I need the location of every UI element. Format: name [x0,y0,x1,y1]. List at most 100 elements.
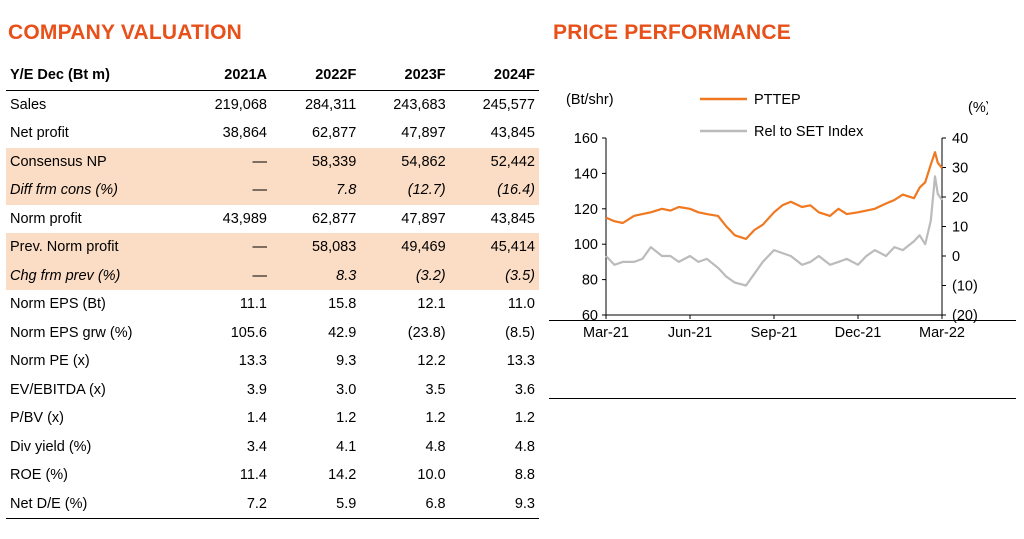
row-value: 11.0 [507,296,535,313]
section-divider [549,398,1016,399]
row-value: 3.4 [246,438,267,455]
valuation-table: Y/E Dec (Bt m) 2021A 2022F 2023F 2024F S… [6,61,539,519]
table-row: Net profit 38,864 62,877 47,897 43,845 [6,119,539,148]
company-valuation-title: COMPANY VALUATION [8,21,243,44]
table-row: Norm profit 43,989 62,877 47,897 43,845 [6,205,539,234]
x-tick-label: Sep-21 [751,325,798,341]
row-value: 1.2 [514,410,535,427]
row-value: 9.3 [449,489,539,519]
row-value: 47,897 [401,125,446,142]
row-value: 8.8 [514,467,535,484]
table-row: Net D/E (%) 7.2 5.9 6.8 9.3 [6,489,539,519]
valuation-header-row: Y/E Dec (Bt m) 2021A 2022F 2023F 2024F [6,61,539,91]
row-value: 7.8 [270,176,361,205]
price-performance-chart: 60 80 100 120 140 160 (20) (10) 0 10 20 30 40 Mar-21 J… [566,92,988,341]
right-tick-label: 20 [952,190,968,206]
row-value: 105.6 [230,324,267,341]
row-value: 49,469 [360,233,450,262]
row-value: 14.2 [328,467,357,484]
right-tick-label: 30 [952,161,968,177]
right-tick-label: (20) [952,308,978,324]
row-value: 1.2 [336,410,357,427]
row-label: ROE (%) [10,467,68,484]
row-value: (8.5) [505,324,535,341]
row-value: 62,877 [311,125,357,142]
row-value: 3.9 [246,381,267,398]
row-label: Norm EPS grw (%) [10,324,133,341]
left-tick-label: 140 [574,166,598,182]
row-value: 13.3 [506,353,535,370]
table-row: Div yield (%) 3.4 4.1 4.8 4.8 [6,433,539,462]
right-tick-label: (10) [952,279,978,295]
row-value: 7.2 [181,489,271,519]
row-label: Chg frm prev (%) [6,261,182,290]
row-label: Net D/E (%) [6,489,182,519]
row-value: 42.9 [328,324,357,341]
row-value: 62,877 [311,210,357,227]
row-value: — [181,233,271,262]
row-value: 9.3 [336,353,357,370]
row-value: (12.7) [360,176,450,205]
table-row: Diff frm cons (%) —7.8 (12.7) (16.4) [6,176,539,205]
row-label: Norm EPS (Bt) [10,296,106,313]
row-label: Net profit [10,125,69,142]
table-row: EV/EBITDA (x) 3.9 3.0 3.5 3.6 [6,376,539,405]
row-value: 5.9 [270,489,361,519]
row-label: Diff frm cons (%) [6,176,182,205]
row-value: 243,683 [393,96,446,113]
row-value: 219,068 [214,96,267,113]
row-value: (3.2) [360,261,450,290]
row-value: 3.0 [336,381,357,398]
row-value: 58,339 [270,147,361,176]
table-row: Norm EPS grw (%) 105.6 42.9 (23.8) (8.5) [6,319,539,348]
rel-set-series-line [605,175,943,287]
row-value: 4.8 [514,438,535,455]
row-value: 11.1 [239,296,267,313]
row-value: (23.8) [407,324,446,341]
left-tick-label: 60 [582,308,598,324]
legend-label-rel-set: Rel to SET Index [754,124,864,140]
row-value: 11.4 [239,467,267,484]
row-value: 284,311 [304,96,357,113]
header-2022f: 2022F [270,61,361,91]
right-axis-label: (%) [968,100,988,116]
row-value: 12.1 [417,296,446,313]
row-value: 47,897 [401,210,446,227]
x-tick-label: Mar-22 [919,325,965,341]
x-tick-label: Dec-21 [835,325,882,341]
row-value: 58,083 [270,233,361,262]
table-row: Consensus NP —58,339 54,862 52,442 [6,147,539,176]
table-row: Norm PE (x) 13.3 9.3 12.2 13.3 [6,347,539,376]
row-label: EV/EBITDA (x) [10,381,106,398]
pttep-series-line [605,151,943,240]
row-value: — [181,147,271,176]
row-label: Prev. Norm profit [6,233,182,262]
row-value: 43,845 [490,125,535,142]
left-tick-label: 80 [582,273,598,289]
row-value: (16.4) [449,176,539,205]
left-tick-label: 160 [574,131,598,147]
row-value: 43,845 [490,210,535,227]
row-label: Norm PE (x) [10,353,90,370]
row-value: 4.8 [425,438,446,455]
x-tick-label: Mar-21 [583,325,629,341]
left-axis-label: (Bt/shr) [566,92,614,108]
row-value: 12.2 [417,353,446,370]
row-value: 245,577 [482,96,535,113]
table-row: Prev. Norm profit —58,083 49,469 45,414 [6,233,539,262]
row-label: P/BV (x) [10,410,64,427]
left-tick-label: 120 [574,202,598,218]
right-tick-label: 40 [952,131,968,147]
left-tick-label: 100 [574,237,598,253]
row-value: — [181,176,271,205]
row-value: 15.8 [328,296,357,313]
row-label: Div yield (%) [10,438,92,455]
table-row: P/BV (x) 1.4 1.2 1.2 1.2 [6,404,539,433]
row-value: 38,864 [222,125,267,142]
price-performance-title: PRICE PERFORMANCE [553,21,791,44]
row-value: 3.5 [425,381,446,398]
row-value: 3.6 [514,381,535,398]
row-value: 1.2 [425,410,446,427]
row-value: 52,442 [449,147,539,176]
row-value: — [181,261,271,290]
